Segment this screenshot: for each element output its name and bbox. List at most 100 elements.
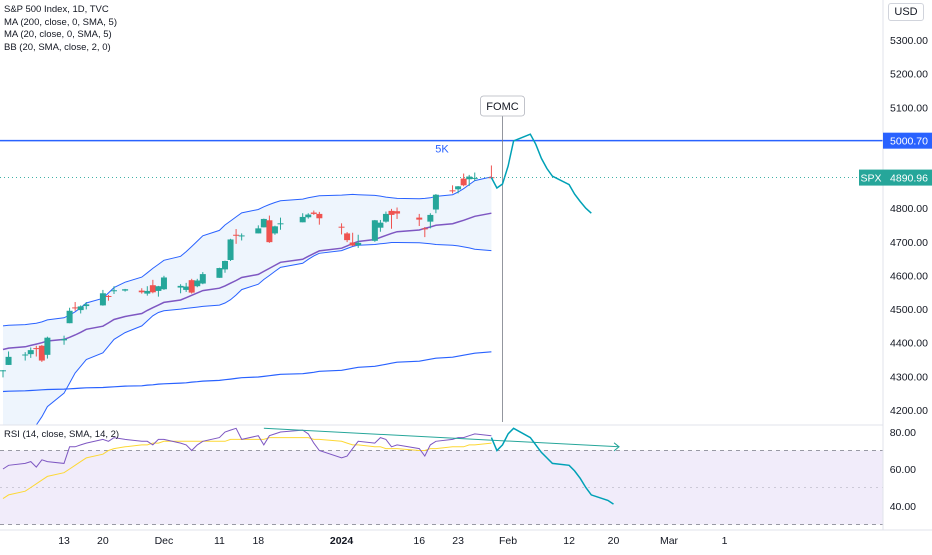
candle-body <box>144 290 151 294</box>
last-price-label: 4890.96 <box>890 173 928 185</box>
candle <box>394 207 401 219</box>
candle <box>61 335 68 345</box>
candle <box>349 232 356 247</box>
price-tick-label: 4700.00 <box>890 237 928 249</box>
price-tick-label: 4200.00 <box>890 405 928 417</box>
time-tick-label: 20 <box>97 535 109 547</box>
candle-body <box>199 274 206 284</box>
candle <box>371 219 378 242</box>
candle <box>111 286 117 294</box>
rsi-tick-label: 60.00 <box>890 464 916 476</box>
bb-lower-line <box>3 242 492 426</box>
candle-body <box>344 233 351 241</box>
candle-body <box>149 285 156 293</box>
last-price-axis-box <box>883 169 932 186</box>
candle <box>316 211 323 225</box>
candle <box>27 347 34 358</box>
candle-body <box>266 220 273 243</box>
price-projection-path <box>490 133 592 214</box>
time-tick-label: 12 <box>563 535 575 547</box>
rsi-tick-label: 80.00 <box>890 427 916 439</box>
time-tick-label: 1 <box>722 535 728 547</box>
time-tick-label: Mar <box>660 535 679 547</box>
candle <box>260 218 267 228</box>
candle <box>188 278 195 294</box>
candle <box>222 260 228 273</box>
candle <box>388 208 395 229</box>
candle-body <box>388 210 395 215</box>
candle <box>155 285 162 297</box>
candle-body <box>44 337 51 355</box>
price-tick-label: 4800.00 <box>890 203 928 215</box>
chart-legend: S&P 500 Index, 1D, TVC MA (200, close, 0… <box>4 4 117 54</box>
price-tick-label: 4500.00 <box>890 304 928 316</box>
candle-body <box>371 220 378 241</box>
candle-body <box>0 370 6 372</box>
candle-body <box>432 194 439 210</box>
candle-body <box>177 285 184 288</box>
legend-symbol[interactable]: S&P 500 Index, 1D, TVC <box>4 4 109 15</box>
candle <box>77 305 84 314</box>
legend-ma20[interactable]: MA (20, close, 0, SMA, 5) <box>4 29 112 40</box>
candle-body <box>449 190 456 192</box>
rsi-band-fill <box>0 450 883 525</box>
time-tick-label: 2024 <box>330 535 354 547</box>
candle <box>177 284 184 294</box>
candle <box>277 217 284 230</box>
rsi-legend[interactable]: RSI (14, close, SMA, 14, 2) <box>4 429 120 440</box>
candle-body <box>255 228 262 234</box>
candle-body <box>111 290 117 292</box>
candle <box>238 233 245 241</box>
candle-body <box>122 289 129 291</box>
candle-body <box>299 216 306 223</box>
level-axis-box <box>883 132 932 149</box>
price-tick-label: 4300.00 <box>890 371 928 383</box>
candle-body <box>316 213 323 219</box>
candle-body <box>5 356 12 365</box>
candle-body <box>349 242 356 246</box>
candle <box>38 345 45 362</box>
candle <box>355 234 362 248</box>
candle-body <box>99 293 106 306</box>
time-tick-label: 23 <box>452 535 464 547</box>
candle <box>310 210 317 215</box>
time-tick-label: 16 <box>413 535 425 547</box>
time-tick-label: 18 <box>252 535 264 547</box>
candle <box>421 227 428 238</box>
candle <box>299 213 306 223</box>
candle <box>99 289 106 306</box>
legend-ma200[interactable]: MA (200, close, 0, SMA, 5) <box>4 16 117 28</box>
candle <box>377 219 384 232</box>
time-tick-label: Dec <box>155 535 174 547</box>
level-axis-label: 5000.70 <box>890 136 928 148</box>
candle-body <box>382 213 389 222</box>
candle <box>183 282 190 292</box>
candle-body <box>238 235 245 237</box>
candle-body <box>138 290 145 293</box>
candle <box>271 225 278 235</box>
candle <box>449 185 456 194</box>
time-tick-label: 20 <box>608 535 620 547</box>
candle-body <box>72 307 79 309</box>
candle <box>432 194 439 214</box>
candle <box>122 288 129 292</box>
price-tick-label: 5100.00 <box>890 102 928 114</box>
candle-body <box>233 234 240 236</box>
candle-body <box>427 214 434 222</box>
candle <box>460 173 467 187</box>
candle-body <box>271 226 278 234</box>
currency-button[interactable]: USD <box>888 3 924 21</box>
legend-bb[interactable]: BB (20, SMA, close, 2, 0) <box>4 41 111 53</box>
candle-body <box>216 268 223 278</box>
candle <box>138 288 145 294</box>
candle <box>416 213 423 227</box>
level-5k-label: 5K <box>435 144 449 156</box>
candle-body <box>455 186 462 190</box>
candle <box>105 294 112 301</box>
candle-body <box>38 345 45 361</box>
candle <box>0 369 6 378</box>
candle <box>338 223 345 235</box>
candle <box>233 229 240 244</box>
